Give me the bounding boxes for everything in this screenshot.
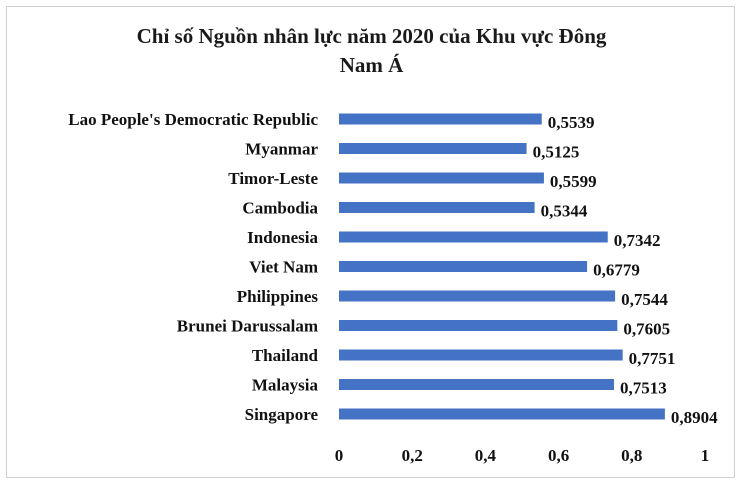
category-labels: Lao People's Democratic Republic Myanmar T… <box>68 110 318 424</box>
chart-title-line-1: Chỉ số Nguồn nhân lực năm 2020 của Khu v… <box>136 24 607 48</box>
category-label-10: Singapore <box>245 405 319 424</box>
bar-5 <box>339 261 588 272</box>
category-label-7: Brunei Darussalam <box>177 317 318 336</box>
bar-3 <box>339 202 535 213</box>
category-label-5: Viet Nam <box>249 258 318 277</box>
value-labels: 0,5539 0,5125 0,5599 0,5344 0,7342 0,6779 0,75… <box>533 113 719 427</box>
bar-2 <box>339 172 544 184</box>
category-label-1: Myanmar <box>245 140 318 159</box>
bar-9 <box>339 379 614 390</box>
bar-0 <box>339 113 542 125</box>
value-label-8: 0,7751 <box>629 349 676 368</box>
bar-10 <box>339 408 665 420</box>
bar-1 <box>339 143 527 154</box>
category-label-8: Thailand <box>252 346 319 365</box>
chart-title-line-2: Nam Á <box>339 53 404 77</box>
value-label-1: 0,5125 <box>533 143 580 162</box>
value-label-2: 0,5599 <box>550 172 597 191</box>
x-tick-label-0: 0 <box>335 446 344 465</box>
category-label-0: Lao People's Democratic Republic <box>68 110 318 129</box>
x-tick-label-2: 0,4 <box>475 446 497 465</box>
bar-6 <box>339 290 616 302</box>
x-tick-label-5: 1 <box>701 446 710 465</box>
x-tick-label-3: 0,6 <box>548 446 569 465</box>
value-label-4: 0,7342 <box>614 231 661 250</box>
value-label-3: 0,5344 <box>541 202 588 221</box>
category-label-9: Malaysia <box>252 376 319 395</box>
x-tick-label-1: 0,2 <box>402 446 423 465</box>
bar-7 <box>339 320 618 331</box>
value-label-6: 0,7544 <box>621 290 668 309</box>
value-label-0: 0,5539 <box>548 113 595 132</box>
value-label-9: 0,7513 <box>620 379 667 398</box>
value-label-10: 0,8904 <box>671 408 718 427</box>
category-label-6: Philippines <box>237 287 319 306</box>
category-label-4: Indonesia <box>247 228 318 247</box>
value-label-5: 0,6779 <box>593 261 640 280</box>
x-tick-label-4: 0,8 <box>621 446 642 465</box>
bars-layer <box>339 113 665 420</box>
category-label-3: Cambodia <box>242 199 318 218</box>
category-label-2: Timor-Leste <box>228 169 318 188</box>
bar-4 <box>339 231 608 243</box>
value-label-7: 0,7605 <box>623 320 670 339</box>
bar-8 <box>339 349 623 361</box>
chart-title: Chỉ số Nguồn nhân lực năm 2020 của Khu v… <box>0 22 743 80</box>
x-axis-tick-labels: 0 0,2 0,4 0,6 0,8 1 <box>335 446 710 465</box>
